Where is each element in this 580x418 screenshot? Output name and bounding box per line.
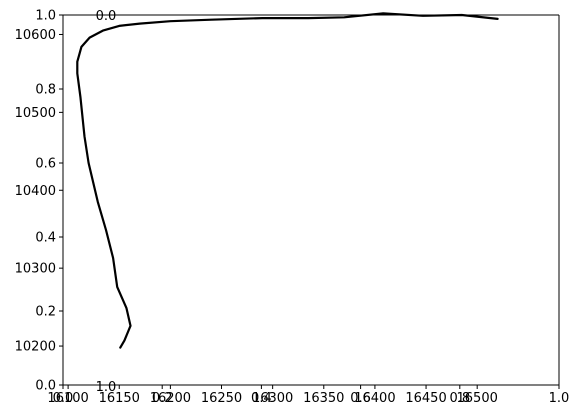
x-tick-label: 16100 <box>47 391 88 406</box>
x-tick-label: 16250 <box>201 391 242 406</box>
overlay-x-tick-label: 0.2 <box>152 391 173 406</box>
overlay-x-tick-label: 1.0 <box>549 391 570 406</box>
overlay-x-tick-label: 0.8 <box>449 391 470 406</box>
x-tick-label: 16200 <box>150 391 191 406</box>
x-tick-label: 16400 <box>354 391 395 406</box>
overlay-y-tick-label: 0.8 <box>35 83 56 98</box>
y-tick-label: 10600 <box>15 28 56 43</box>
y-tick-label: 10400 <box>15 184 56 199</box>
x-tick-label: 16450 <box>405 391 446 406</box>
y-tick-label: 10300 <box>15 262 56 277</box>
overlay-x-tick-label: 0.4 <box>251 391 272 406</box>
y-tick-label: 10200 <box>15 340 56 355</box>
x-tick-label: 16150 <box>99 391 140 406</box>
overlay-y-tick-label: 0.2 <box>35 305 56 320</box>
overlay-y-tick-label: 0.4 <box>35 231 56 246</box>
overlay-y-tick-label: 0.6 <box>35 157 56 172</box>
overlay-x-tick-label: 0.0 <box>53 391 74 406</box>
overlay-y-tick-label: 1.0 <box>35 9 56 24</box>
x-tick-label: 16500 <box>457 391 498 406</box>
overlay-x-tick-label: 0.6 <box>350 391 371 406</box>
stray-top-label: 0.0 <box>96 9 117 24</box>
overlay-y-tick-label: 0.0 <box>35 379 56 394</box>
y-tick-label: 10500 <box>15 106 56 121</box>
plot-background <box>63 15 559 385</box>
stray-bottom-label: 1.0 <box>96 380 117 395</box>
series-line <box>76 12 499 349</box>
x-tick-label: 16350 <box>303 391 344 406</box>
x-tick-label: 16300 <box>252 391 293 406</box>
